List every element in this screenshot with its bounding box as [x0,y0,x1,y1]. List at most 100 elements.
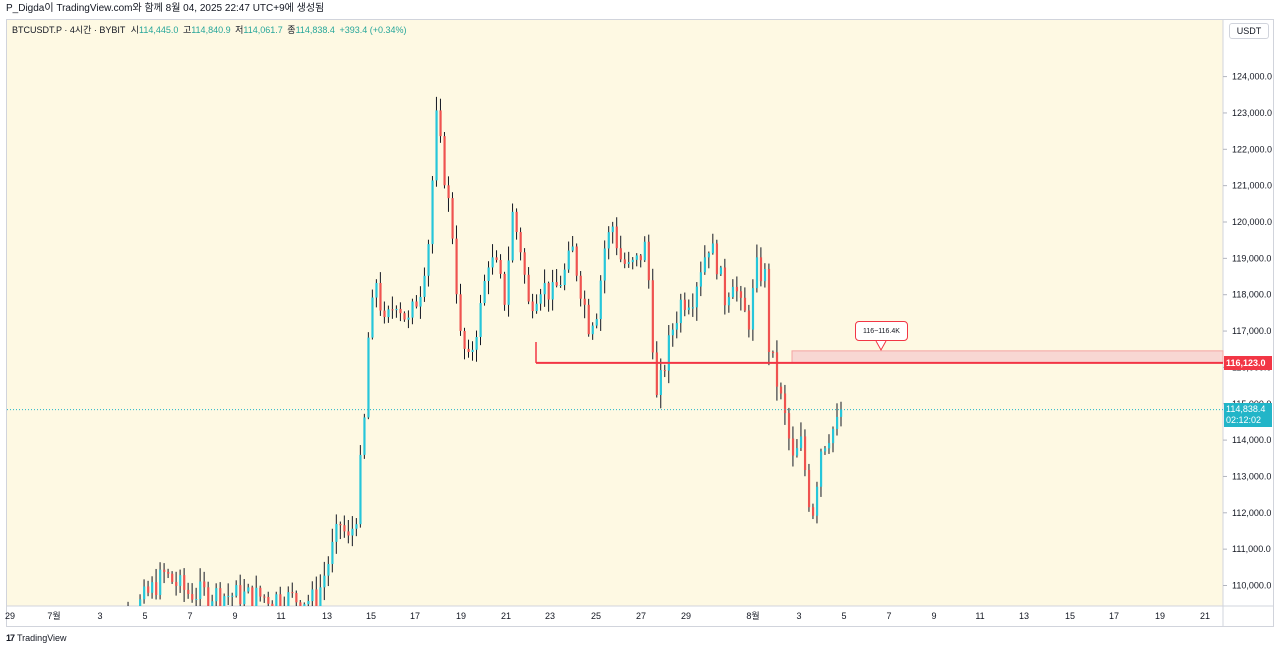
candle-body [551,282,554,300]
candle-body [319,587,322,606]
price-tick-label: 118,000.0 [1232,290,1271,300]
candle [235,580,238,598]
time-tick-label: 19 [1155,611,1165,621]
candle [303,602,306,606]
time-tick-label: 29 [5,611,15,621]
symbol-name[interactable]: BTCUSDT.P · 4시간 · BYBIT [12,25,126,35]
candle [371,289,374,340]
candle [343,515,346,538]
candle-body [335,523,338,542]
open-value: 114,445.0 [139,25,179,35]
candle [495,250,498,263]
candle-body [159,569,162,595]
candle [267,591,270,606]
candle-body [755,257,759,289]
candle-body [635,255,638,260]
candle-body [563,269,566,285]
candle [195,587,198,606]
candle-body [443,136,446,186]
zone-callout-label[interactable]: 116~116.4K [855,321,908,341]
candle [399,302,402,322]
time-tick-label: 17 [1109,611,1119,621]
candle [807,463,811,512]
candle [347,519,350,544]
candle [631,257,634,270]
candle-body [831,428,835,444]
candle [787,407,791,451]
candle [451,192,454,245]
candle-body [363,417,366,455]
candle-body [655,352,658,396]
price-tick-label: 120,000.0 [1232,217,1272,227]
candle-body [499,259,502,274]
candle [507,246,510,317]
candle-body [223,596,226,606]
candle-body [371,297,374,338]
candle [403,311,406,322]
time-tick-label: 27 [636,611,646,621]
candle-body [391,309,394,311]
price-axis[interactable]: 110,000.0 111,000.0 112,000.0 113,000.0 114,… [1223,72,1272,591]
candle [535,294,538,314]
candle-body [559,284,562,286]
candle [731,279,735,299]
candle-body [723,267,727,306]
candle [211,594,214,606]
chart-frame [6,19,1274,627]
candle-body [251,587,254,606]
currency-unit-button[interactable]: USDT [1229,23,1269,39]
candle-body [419,296,422,307]
symbol-legend[interactable]: BTCUSDT.P · 4시간 · BYBIT 시114,445.0 고114,… [12,24,409,36]
candle-body [383,310,386,318]
candle-body [675,323,678,330]
candle [167,568,170,579]
candle-body [707,253,711,258]
time-tick-label: 13 [1019,611,1029,621]
candle [379,272,382,316]
candle [471,341,474,361]
candle-body [447,185,450,199]
time-tick-label: 11 [975,611,984,621]
candle [671,323,674,347]
candle-body [219,588,222,606]
time-axis[interactable]: 29 7월 3 5 7 9 11 13 15 17 19 21 23 25 27 29 8월 3 5 7 9 11 13 15… [5,610,1210,621]
candle [627,251,630,268]
candle [375,279,378,308]
candle [655,341,658,398]
candle-body [771,351,775,353]
candle [547,281,550,312]
candle [827,434,831,454]
candle-body [583,298,586,305]
time-tick-label: 17 [410,611,420,621]
time-tick-label: 8월 [746,610,759,621]
candle-body [263,596,266,598]
candle [767,263,771,366]
candle-body [731,286,735,298]
candle-body [795,448,799,456]
candle-body [243,591,246,605]
candle [543,269,546,307]
time-tick-label: 3 [796,611,801,621]
candle-body [775,352,779,387]
last-price-tag: 114,838.4 02:12:02 [1224,403,1272,427]
candle-body [735,286,739,292]
candle-body [291,592,294,594]
candle [243,579,246,606]
candle [663,364,666,378]
candle [811,503,815,520]
open-label: 시 [130,25,140,35]
candle-body [803,436,807,470]
candle-body [311,589,314,602]
candle [683,292,686,317]
candle-body [455,238,458,295]
candle-body [327,564,330,576]
candle-body [175,581,178,586]
candle-body [547,283,550,300]
candle-body [631,259,634,263]
candle [707,251,711,269]
candle [207,581,210,606]
candle [459,283,462,336]
time-tick-label: 21 [501,611,511,621]
price-tick-label: 112,000.0 [1232,508,1271,518]
